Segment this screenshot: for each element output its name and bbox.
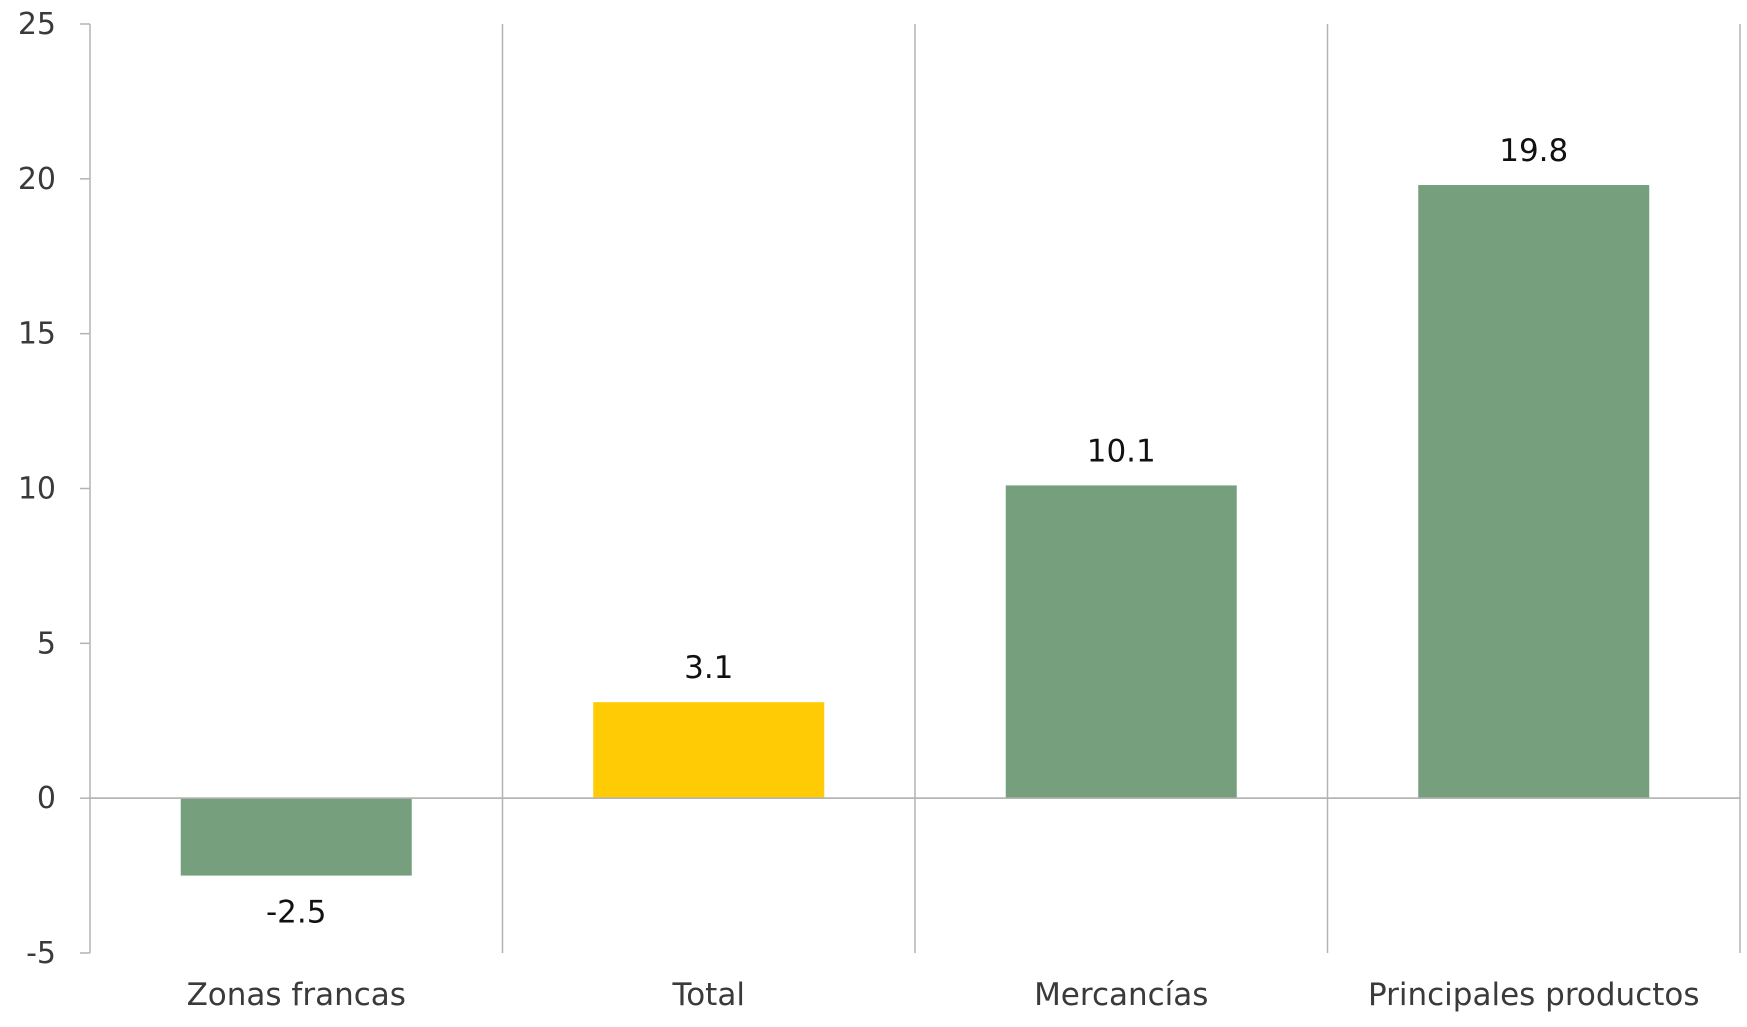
data-label: -2.5 [266,895,327,931]
bar [180,798,412,876]
bar [593,702,825,799]
data-label: 10.1 [1087,433,1156,469]
y-tick-label: 10 [18,472,56,507]
category-label: Zonas francas [187,977,406,1013]
y-tick-label: 15 [18,317,56,352]
data-label: 19.8 [1499,133,1568,169]
category-label: Total [672,977,745,1013]
bar [1005,485,1237,799]
bars-layer [180,185,1650,876]
y-tick-label: 0 [37,781,56,816]
category-label: Principales productos [1368,977,1700,1013]
y-tick-label: 20 [18,162,56,197]
category-label: Mercancías [1034,977,1208,1013]
labels-layer: -2.5 Zonas francas 3.1 Total 10.1 Mercancías 1… [187,133,1700,1013]
y-tick-label: 25 [18,7,56,42]
y-tick-label: -5 [26,936,56,971]
bar [1418,185,1650,799]
y-tick-label: 5 [37,626,56,661]
data-label: 3.1 [684,650,733,686]
